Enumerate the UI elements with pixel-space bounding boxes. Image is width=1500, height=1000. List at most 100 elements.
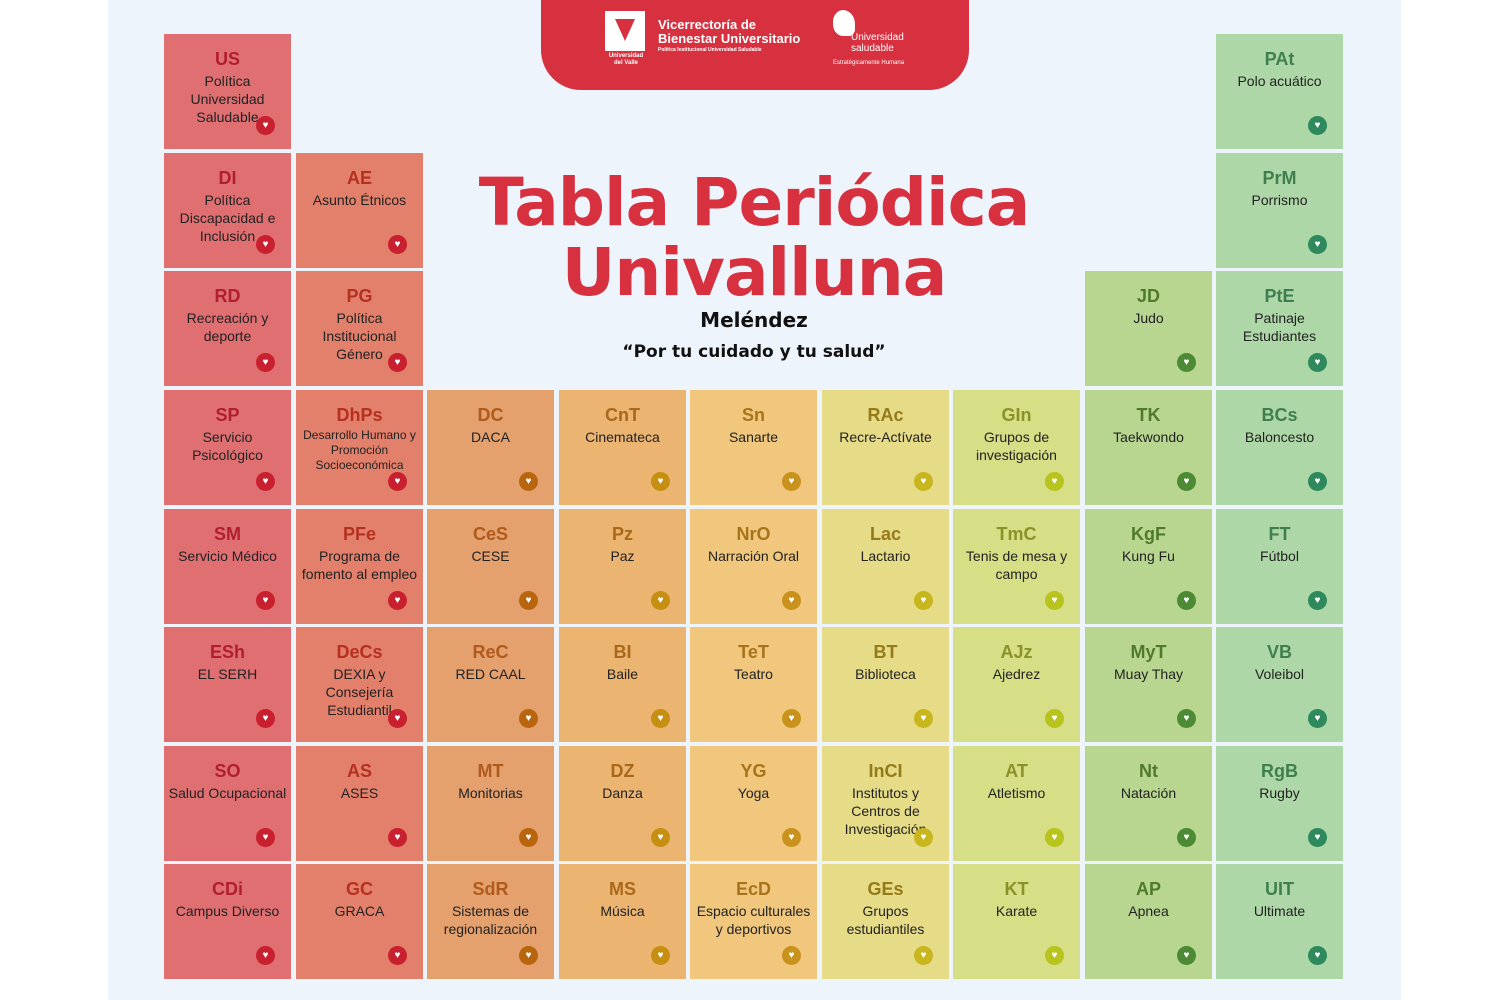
heart-icon: ♥ [1177,946,1196,965]
heart-icon: ♥ [1177,828,1196,847]
heart-icon: ♥ [914,709,933,728]
slogan: “Por tu cuidado y tu salud” [622,342,886,362]
element-symbol: DC [477,405,504,425]
us-logo-name: Universidad saludable [851,32,904,54]
element-symbol: RAc [867,405,904,425]
element-name: Programa de fomento al empleo [301,548,418,582]
element-ges: GEs Grupos estudiantiles ♥ [822,864,949,979]
element-name: DEXIA y Consejería Estudiantil [325,666,394,718]
heart-icon: ♥ [1308,472,1327,491]
element-dhps: DhPs Desarrollo Humano y Promoción Socioe… [296,390,423,505]
heart-icon: ♥ [914,591,933,610]
element-name: EL SERH [197,666,258,682]
element-symbol: CnT [605,405,640,425]
page-title: Tabla Periódica Univalluna [440,168,1068,308]
element-name: Kung Fu [1122,548,1175,564]
element-symbol: PG [346,286,373,306]
element-symbol: Nt [1139,761,1158,781]
element-myt: MyT Muay Thay ♥ [1085,627,1212,742]
element-name: Sistemas de regionalización [443,903,538,937]
element-bt: BT Biblioteca ♥ [822,627,949,742]
element-name: Servicio Médico [178,548,277,564]
element-pz: Pz Paz ♥ [559,509,686,624]
heart-icon: ♥ [1308,235,1327,254]
element-name: Desarrollo Humano y Promoción Socioeconó… [303,428,416,472]
heart-icon: ♥ [914,472,933,491]
vicerrectoria-title: Vicerrectoría de Bienestar Universitario [658,17,801,46]
element-pfe: PFe Programa de fomento al empleo ♥ [296,509,423,624]
heart-icon: ♥ [1308,116,1327,135]
element-tk: TK Taekwondo ♥ [1085,390,1212,505]
element-pg: PG Política Institucional Género ♥ [296,271,423,386]
heart-icon: ♥ [782,828,801,847]
heart-icon: ♥ [1177,591,1196,610]
element-sm: SM Servicio Médico ♥ [164,509,291,624]
heart-icon: ♥ [651,591,670,610]
element-mt: MT Monitorias ♥ [427,746,554,861]
element-pte: PtE Patinaje Estudiantes ♥ [1216,271,1343,386]
heart-icon: ♥ [256,235,275,254]
element-symbol: VB [1266,642,1292,662]
element-symbol: InCI [868,761,903,781]
element-name: Rugby [1259,785,1300,801]
element-ces: CeS CESE ♥ [427,509,554,624]
element-at: AT Atletismo ♥ [953,746,1080,861]
element-name: Fútbol [1260,548,1299,564]
element-symbol: Lac [869,524,902,544]
element-symbol: ESh [209,642,245,662]
element-rd: RD Recreación y deporte ♥ [164,271,291,386]
heart-icon: ♥ [1177,709,1196,728]
element-gc: GC GRACA ♥ [296,864,423,979]
univalle-logo: Universidad del Valle [605,11,647,69]
element-name: Porrismo [1251,192,1308,208]
heart-icon: ♥ [1045,946,1064,965]
element-name: ASES [340,785,379,801]
heart-icon: ♥ [256,116,275,135]
element-symbol: SP [215,405,240,425]
element-bcs: BCs Baloncesto ♥ [1216,390,1343,505]
element-symbol: AT [1005,761,1028,781]
element-name: Natación [1120,785,1177,801]
header-banner: Universidad del Valle Vicerrectoría de B… [541,0,969,90]
element-symbol: CeS [472,524,508,544]
element-tmc: TmC Tenis de mesa y campo ♥ [953,509,1080,624]
element-name: Política Universidad Saludable [190,73,265,125]
element-name: Lactario [860,548,911,564]
element-name: Teatro [734,666,773,682]
element-symbol: ReC [472,642,509,662]
element-sdr: SdR Sistemas de regionalización ♥ [427,864,554,979]
heart-icon: ♥ [388,709,407,728]
element-symbol: AS [346,761,372,781]
element-symbol: TmC [996,524,1037,544]
element-name: Ultimate [1253,903,1306,919]
element-symbol: FT [1268,524,1291,544]
element-ft: FT Fútbol ♥ [1216,509,1343,624]
element-name: Monitorias [458,785,523,801]
heart-icon: ♥ [256,353,275,372]
element-name: Cinemateca [585,429,660,445]
heart-icon: ♥ [1045,472,1064,491]
univalle-logo-text: Universidad del Valle [608,53,644,66]
element-name: RED CAAL [455,666,526,682]
element-symbol: AE [346,168,372,188]
title-line-1: Tabla Periódica [478,164,1031,241]
element-symbol: BI [613,642,632,662]
head-silhouette-icon [833,10,855,36]
element-symbol: RD [214,286,241,306]
element-dc: DC DACA ♥ [427,390,554,505]
element-nt: Nt Natación ♥ [1085,746,1212,861]
element-symbol: MT [477,761,504,781]
element-name: Biblioteca [855,666,916,682]
heart-icon: ♥ [388,828,407,847]
element-symbol: DZ [610,761,635,781]
element-name: Judo [1133,310,1164,326]
heart-icon: ♥ [519,591,538,610]
element-name: Paz [610,548,635,564]
element-dz: DZ Danza ♥ [559,746,686,861]
element-symbol: SO [214,761,241,781]
element-name: Espacio culturales y deportivos [696,903,811,937]
element-name: Política Discapacidad e Inclusión [179,192,276,244]
heart-icon: ♥ [388,353,407,372]
element-symbol: PrM [1262,168,1297,188]
title-line-2: Univalluna [561,234,948,311]
